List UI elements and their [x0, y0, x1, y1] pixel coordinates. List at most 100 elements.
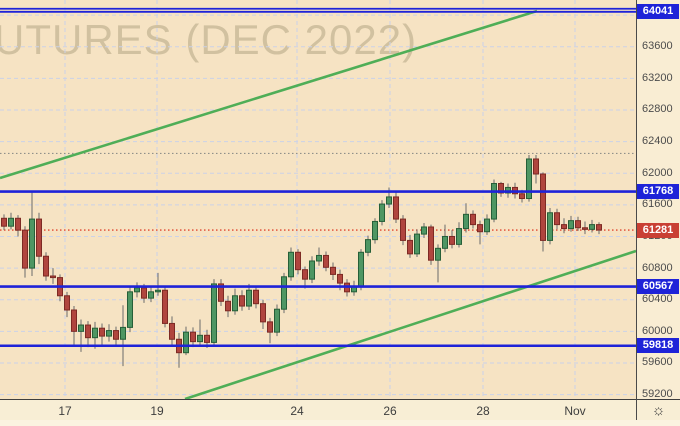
candle [456, 222, 462, 248]
candle [442, 224, 448, 253]
candle [533, 155, 539, 184]
candle [92, 321, 98, 349]
price-tick-label: 63600 [642, 40, 673, 53]
candle [155, 272, 161, 296]
price-tick-label: 61600 [642, 198, 673, 211]
candle [22, 226, 28, 278]
candle [127, 287, 133, 333]
time-tick-label: 26 [383, 404, 397, 418]
candle [197, 319, 203, 346]
trendline-channel-upper[interactable] [0, 9, 538, 180]
price-tick-label: 62400 [642, 135, 673, 148]
time-tick-label: 24 [290, 404, 304, 418]
candle [463, 203, 469, 233]
price-tick-label: 59200 [642, 388, 673, 401]
candle [71, 306, 77, 346]
candle [15, 215, 21, 237]
candle [106, 324, 112, 342]
price-tick-label: 60400 [642, 293, 673, 306]
candle [540, 172, 546, 252]
time-tick-label: Nov [564, 404, 586, 418]
candle [169, 316, 175, 345]
candle [162, 287, 168, 328]
price-tick-label: 59600 [642, 356, 673, 369]
candle [253, 285, 259, 309]
candle [435, 244, 441, 283]
candle [400, 215, 406, 246]
candle [288, 247, 294, 281]
candle [246, 283, 252, 311]
axis-separator [636, 0, 637, 420]
candle [561, 218, 567, 234]
price-tick-label: 62000 [642, 166, 673, 179]
candle [8, 212, 14, 230]
candle [29, 192, 35, 277]
candle [239, 290, 245, 311]
candle [113, 326, 119, 346]
candle [148, 285, 154, 303]
candle [190, 327, 196, 348]
grid [0, 0, 636, 399]
price-badge-61281: 61281 [637, 222, 679, 238]
candle [547, 208, 553, 245]
time-axis[interactable]: 17 19 24 26 28 Nov [0, 399, 680, 420]
candle [526, 155, 532, 202]
candle [295, 249, 301, 275]
price-tick-label: 62800 [642, 103, 673, 116]
price-badge-60567: 60567 [637, 279, 679, 295]
candle [36, 212, 42, 265]
candle [85, 321, 91, 348]
candle [64, 291, 70, 318]
time-tick-label: 19 [150, 404, 164, 418]
candle [498, 181, 504, 197]
candle [344, 279, 350, 297]
price-badge-64041: 64041 [637, 4, 679, 20]
candle [379, 200, 385, 226]
candle [575, 216, 581, 231]
candle [183, 326, 189, 356]
gear-icon[interactable]: ☼ [637, 400, 680, 420]
price-badge-61768: 61768 [637, 184, 679, 200]
price-tick-label: 60800 [642, 261, 673, 274]
candle [568, 215, 574, 232]
candle [316, 247, 322, 266]
time-tick-label: 28 [476, 404, 490, 418]
candle [589, 219, 595, 233]
candle [281, 272, 287, 314]
price-tick-label: 63200 [642, 71, 673, 84]
candle [414, 229, 420, 258]
candle [477, 220, 483, 245]
candle [1, 214, 7, 231]
candle [99, 323, 105, 345]
time-tick-label: 17 [58, 404, 72, 418]
candle [491, 179, 497, 223]
candle [274, 304, 280, 337]
candle [421, 223, 427, 239]
candle [211, 279, 217, 345]
price-badge-59818: 59818 [637, 338, 679, 354]
candle [120, 305, 126, 367]
candle [323, 251, 329, 272]
candle [134, 282, 140, 298]
candle [470, 210, 476, 229]
candle [596, 222, 602, 235]
price-axis[interactable]: 6360063200628006240062000616006120060800… [637, 0, 680, 401]
candle [57, 274, 63, 302]
candle [449, 230, 455, 249]
candle [43, 252, 49, 281]
candle [302, 266, 308, 289]
candle [351, 280, 357, 296]
candle [309, 256, 315, 284]
candle [428, 224, 434, 265]
candle [330, 262, 336, 280]
candle [232, 288, 238, 315]
trendline-channel-lower[interactable] [184, 249, 637, 401]
candle [393, 190, 399, 224]
candle [554, 208, 560, 230]
candle [267, 317, 273, 344]
candle [260, 299, 266, 329]
candle [218, 279, 224, 307]
candle [78, 319, 84, 352]
